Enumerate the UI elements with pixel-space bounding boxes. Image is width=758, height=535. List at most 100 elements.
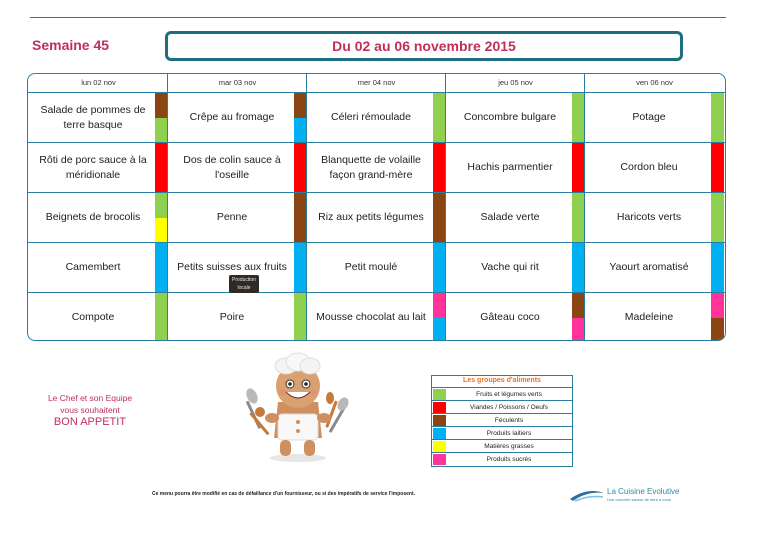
dish-cell: Vache qui rit [481,261,539,273]
day-header: lun 02 nov [81,78,116,87]
menu-row: Compote Poire Mousse chocolat au lait Gâtea… [28,293,725,340]
brand-tagline: Une nouvelle saveur de faire à vous [607,497,671,502]
dish-cell: Céleri rémoulade [331,111,411,123]
menu-row: Salade de pommes de terre basque Crêpe au… [28,93,725,143]
chef-message-line-3: BON APPETIT [53,416,127,428]
food-group-indicator [572,193,585,242]
legend-label: Féculents [494,417,524,424]
food-group-indicator [711,143,724,192]
food-group-swatch-legumes [294,293,307,340]
local-production-badge: Production locale [229,275,259,293]
dish-cell: Penne [216,211,248,223]
dish-cell: Camembert [65,261,121,273]
column-divider [306,74,307,340]
food-group-indicator [572,93,585,142]
food-group-swatch-feculents [711,317,724,340]
food-group-swatch-feculents [572,293,585,318]
food-group-indicator [294,93,307,142]
food-group-swatch-sucres [711,293,724,318]
dish-cell: Haricots verts [616,211,682,223]
food-group-swatch-viandes [711,143,724,192]
food-group-indicator [711,293,724,340]
food-group-swatch-laitiers [294,243,307,292]
food-group-swatch-feculents [294,93,307,118]
food-group-indicator [433,193,446,242]
food-group-indicator [155,293,168,340]
food-group-swatch-legumes [711,93,724,142]
legend-item: Viandes / Poissons / Oeufs [432,400,572,414]
legend-item: Produits laitiers [432,426,572,440]
top-rule [30,17,726,18]
brand-swoosh-icon [570,491,604,502]
menu-row: Camembert Petits suisses aux fruits Petit … [28,243,725,293]
legend-swatch-legumes [433,389,446,400]
food-group-indicator [572,243,585,292]
legend-label: Produits sucrés [486,456,532,463]
food-group-swatch-feculents [294,193,307,242]
food-group-indicator [572,293,585,340]
dish-cell: Concombre bulgare [463,111,557,123]
food-groups-legend: Les groupes d'aliments Fruits et légumes… [431,375,573,467]
dish-cell: Salade verte [480,211,540,223]
food-group-indicator [433,293,446,340]
food-group-indicator [294,293,307,340]
food-group-swatch-grasses [155,217,168,242]
food-group-swatch-laitiers [294,117,307,142]
day-header: mer 04 nov [357,78,396,87]
dish-cell: Madeleine [624,311,674,323]
food-group-indicator [711,193,724,242]
legend-swatch-sucres [433,454,446,465]
food-group-indicator [711,93,724,142]
food-group-indicator [572,143,585,192]
legend-swatch-laitiers [433,428,446,439]
food-group-indicator [433,243,446,292]
food-group-swatch-legumes [155,117,168,142]
legend-swatch-viandes [433,402,446,413]
food-group-indicator [294,193,307,242]
food-group-swatch-viandes [572,143,585,192]
dish-cell: Crêpe au fromage [189,111,275,123]
food-group-swatch-sucres [572,317,585,340]
food-group-swatch-feculents [155,93,168,118]
day-header: jeu 05 nov [498,78,533,87]
legend-label: Matières grasses [484,443,534,450]
dish-cell: Poire [219,311,245,323]
food-group-swatch-viandes [294,143,307,192]
legend-item: Matières grasses [432,439,572,453]
food-group-swatch-legumes [572,93,585,142]
food-group-swatch-viandes [155,143,168,192]
day-header-row: lun 02 nov mar 03 nov mer 04 nov jeu 05 nov… [28,74,725,93]
chef-message-line-2: vous souhaitent [60,405,120,415]
food-group-swatch-legumes [433,93,446,142]
dish-cell: Petits suisses aux fruits [177,261,287,273]
food-group-swatch-feculents [433,193,446,242]
food-group-swatch-legumes [711,193,724,242]
food-group-indicator [433,93,446,142]
food-group-swatch-legumes [155,193,168,218]
legend-label: Fruits et légumes verts [476,391,542,398]
legend-title: Les groupes d'aliments [463,377,541,384]
column-divider [167,74,168,340]
menu-row: Rôti de porc sauce à la méridionale Dos d… [28,143,725,193]
week-label: Semaine 45 [32,37,110,53]
dish-cell: Compote [71,311,115,323]
legend-item: Produits sucrés [432,452,572,466]
legend-swatch-grasses [433,441,446,452]
legend-label: Produits laitiers [486,430,532,437]
menu-table: lun 02 nov mar 03 nov mer 04 nov jeu 05 nov… [27,73,726,341]
food-group-swatch-laitiers [711,243,724,292]
dish-cell: Blanquette de volaille façon grand-mère [321,153,421,181]
page-title: Du 02 au 06 novembre 2015 [165,31,683,61]
menu-row: Beignets de brocolis Penne Riz aux petits … [28,193,725,243]
chef-illustration [246,352,349,462]
dish-cell: Gâteau coco [480,311,540,323]
dish-cell: Potage [632,111,666,123]
column-divider [445,74,446,340]
food-group-indicator [155,193,168,242]
dish-cell: Hachis parmentier [467,161,553,173]
footer-note: Ce menu pourra être modifié en cas de dé… [152,491,416,497]
food-group-indicator [155,143,168,192]
chef-message: Le Chef et son Equipe vous souhaitent BO… [40,392,140,428]
dish-cell: Mousse chocolat au lait [316,311,426,323]
dish-cell: Salade de pommes de terre basque [40,103,146,131]
